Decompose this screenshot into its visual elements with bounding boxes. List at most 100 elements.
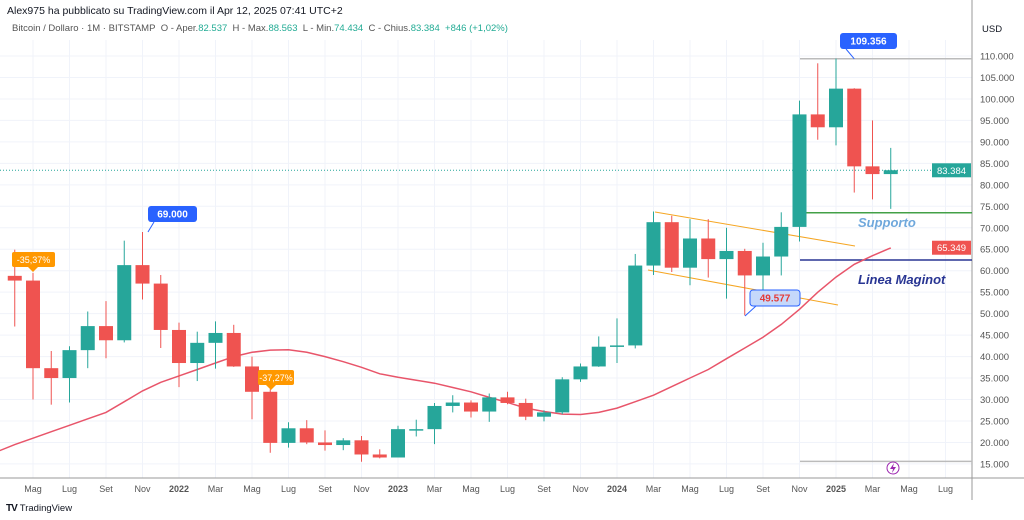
candle [281, 422, 296, 448]
x-tick-label: Set [756, 484, 770, 494]
x-tick-label: 2025 [826, 484, 846, 494]
drop1-pointer [28, 267, 38, 272]
x-tick-label: Mag [243, 484, 261, 494]
y-tick-label: 80.000 [980, 180, 1009, 191]
candle [190, 331, 205, 382]
candle [44, 350, 59, 405]
close-value: 83.384 [410, 23, 440, 34]
candle-body [7, 275, 22, 281]
candle [391, 425, 405, 458]
candle-body [135, 265, 150, 284]
x-tick-label: Mag [462, 484, 480, 494]
high-2021-callout-box [148, 206, 197, 222]
x-tick-label: Mar [865, 484, 881, 494]
high-label: H - Max. [232, 23, 269, 34]
candle [865, 120, 880, 200]
candle-body [883, 170, 898, 175]
last-price-badge [932, 163, 971, 178]
candle [591, 336, 606, 367]
high-2025-callout-label: 109.356 [850, 37, 887, 48]
candle-body [427, 405, 442, 430]
low-value: 74.434 [334, 23, 364, 34]
candle-body [391, 429, 405, 458]
candle [683, 219, 697, 286]
candle [26, 272, 40, 400]
y-tick-label: 30.000 [980, 395, 1009, 406]
candle-body [865, 166, 880, 175]
x-tick-label: 2023 [388, 484, 408, 494]
candle-body [44, 368, 59, 379]
y-tick-label: 70.000 [980, 223, 1009, 234]
y-tick-label: 50.000 [980, 309, 1009, 320]
close-label: C - Chius. [368, 23, 411, 34]
tradingview-logo[interactable]: TV TradingView [6, 503, 72, 514]
candle-body [190, 342, 205, 364]
candle-body [792, 114, 807, 227]
candle [610, 318, 624, 364]
candle-body [226, 332, 241, 367]
candle [299, 420, 314, 445]
x-tick-label: 2022 [169, 484, 189, 494]
candle-body [701, 238, 716, 260]
x-tick-label: Set [537, 484, 551, 494]
high-value: 88.563 [268, 23, 298, 34]
low-label: L - Min. [302, 23, 335, 34]
candle [372, 449, 387, 459]
candle-body [445, 402, 460, 406]
candle-body [336, 440, 351, 446]
candle [555, 377, 570, 415]
drop1-box [12, 252, 55, 267]
candle-body [409, 429, 424, 431]
candle-body [591, 346, 606, 367]
candle [427, 402, 442, 445]
candle-body [664, 222, 679, 268]
candle [409, 419, 424, 437]
candle [135, 232, 150, 300]
moving-average-line [0, 247, 892, 452]
x-tick-label: 2024 [607, 484, 627, 494]
candle-body [518, 402, 533, 417]
candle [537, 410, 551, 422]
candle-body [537, 412, 551, 417]
y-tick-label: 90.000 [980, 137, 1009, 148]
candle-body [555, 379, 570, 413]
y-tick-label: 95.000 [980, 116, 1009, 127]
candle-body [62, 350, 77, 379]
candle-body [774, 226, 789, 257]
candle-body [829, 88, 843, 128]
y-tick-label: 105.000 [980, 73, 1014, 84]
x-tick-label: Lug [719, 484, 734, 494]
candle-body [354, 440, 369, 455]
x-tick-label: Lug [62, 484, 77, 494]
y-tick-label: 60.000 [980, 266, 1009, 277]
y-tick-label: 65.000 [980, 245, 1009, 256]
symbol-legend: Bitcoin / Dollaro · 1M · BITSTAMP O - Ap… [12, 23, 508, 34]
candle [664, 215, 679, 272]
candle [336, 438, 351, 451]
candle [719, 227, 734, 299]
candle [172, 322, 186, 388]
candle [500, 391, 515, 405]
candle [774, 212, 789, 276]
candle [810, 63, 825, 140]
candle [226, 324, 241, 367]
candle [263, 389, 278, 453]
candle-body [683, 238, 697, 268]
high-2021-callout-pointer [147, 221, 155, 233]
candle-body [719, 250, 734, 260]
candle [701, 219, 716, 278]
candle [628, 253, 643, 349]
y-tick-label: 15.000 [980, 459, 1009, 470]
tv-logo-icon: TV [6, 503, 18, 514]
x-tick-label: Mag [900, 484, 918, 494]
candle-body [573, 366, 588, 380]
candle-body [646, 222, 661, 266]
x-tick-label: Mag [681, 484, 699, 494]
candle-body [172, 329, 186, 364]
lightning-icon[interactable] [886, 461, 900, 475]
candle [829, 58, 843, 146]
ma-price-label: 65.349 [937, 243, 966, 254]
x-tick-label: Mar [646, 484, 662, 494]
candle [318, 430, 332, 451]
